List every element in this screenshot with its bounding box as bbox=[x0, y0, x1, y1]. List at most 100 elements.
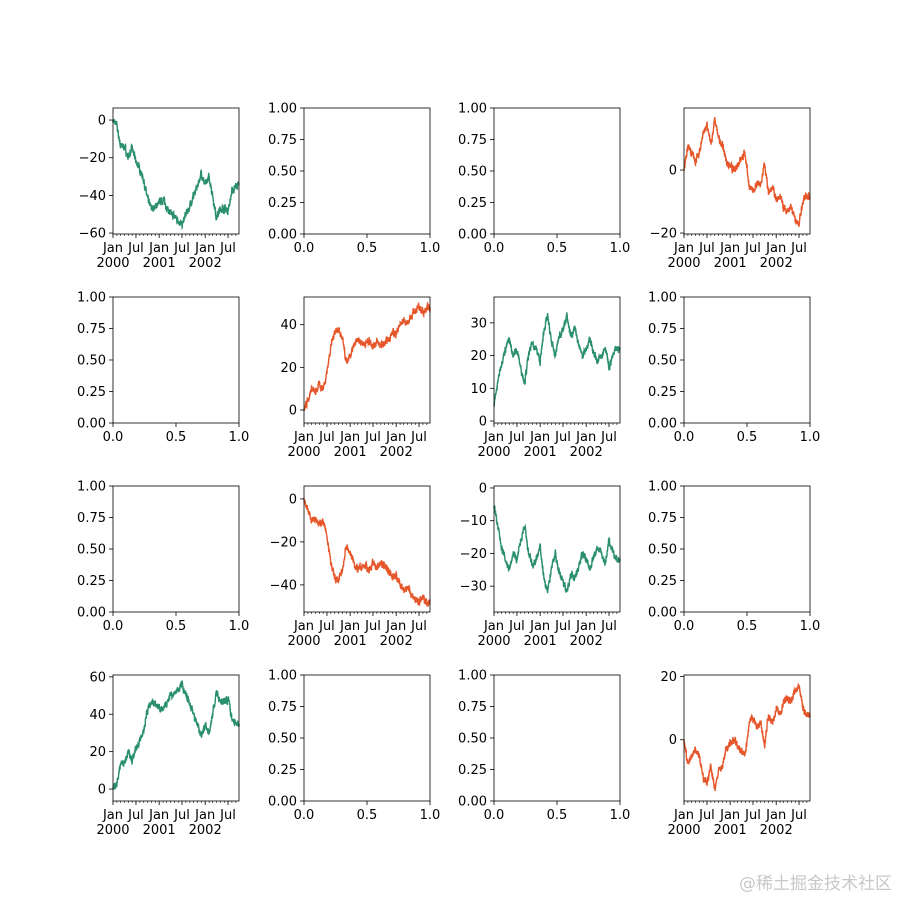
axes-frame bbox=[112, 485, 240, 613]
x-tick-label: Jul bbox=[219, 241, 236, 256]
y-tick-label: 0.25 bbox=[268, 196, 297, 211]
y-tick-label: 0.50 bbox=[648, 354, 677, 369]
y-tick-label: 1.00 bbox=[268, 669, 297, 684]
axes-frame bbox=[303, 296, 431, 424]
y-tick-label: 60 bbox=[89, 670, 106, 685]
y-tick-label: 0.50 bbox=[77, 354, 106, 369]
series-line bbox=[683, 683, 811, 792]
y-tick-label: 1.00 bbox=[648, 480, 677, 495]
y-tick-label: 0.25 bbox=[458, 763, 487, 778]
x-tick-label: 0.0 bbox=[103, 430, 124, 445]
x-tick-label: 1.0 bbox=[420, 808, 441, 823]
y-tick-label: −60 bbox=[79, 227, 106, 242]
x-tick-label: Jan bbox=[148, 241, 169, 256]
y-tick-label: 0 bbox=[669, 164, 677, 179]
y-tick-label: 0.00 bbox=[648, 606, 677, 621]
x-tick-label: 0.5 bbox=[357, 808, 378, 823]
y-tick-label: 20 bbox=[660, 670, 677, 685]
y-tick-label: −40 bbox=[270, 578, 297, 593]
x-tick-label: Jan bbox=[719, 808, 740, 823]
y-tick-label: −20 bbox=[650, 227, 677, 242]
x-tick-label: 0.0 bbox=[484, 241, 505, 256]
x-tick-label: 0.0 bbox=[484, 808, 505, 823]
x-tick-label-year: 2002 bbox=[570, 445, 603, 460]
y-tick-label: 0.50 bbox=[648, 543, 677, 558]
x-tick-label: Jan bbox=[673, 808, 694, 823]
x-tick-label-year: 2001 bbox=[714, 823, 747, 838]
y-tick-label: 0.50 bbox=[77, 543, 106, 558]
y-tick-label: 0.25 bbox=[268, 763, 297, 778]
y-tick-label: 0 bbox=[479, 481, 487, 496]
series-line bbox=[493, 312, 621, 407]
x-tick-label: Jan bbox=[765, 241, 786, 256]
y-tick-label: 0.25 bbox=[458, 196, 487, 211]
y-tick-label: 0.00 bbox=[268, 228, 297, 243]
x-tick-label: Jul bbox=[698, 808, 715, 823]
y-tick-label: 0.75 bbox=[648, 511, 677, 526]
x-tick-label: Jan bbox=[385, 430, 406, 445]
x-tick-label: Jan bbox=[529, 619, 550, 634]
x-tick-label-year: 2001 bbox=[524, 445, 557, 460]
x-tick-label: Jul bbox=[790, 241, 807, 256]
series-line bbox=[112, 118, 240, 231]
x-tick-label: 1.0 bbox=[229, 619, 250, 634]
x-tick-label: 1.0 bbox=[800, 619, 821, 634]
y-tick-label: 0.00 bbox=[458, 228, 487, 243]
x-tick-label: Jul bbox=[127, 808, 144, 823]
watermark: @稀土掘金技术社区 bbox=[739, 874, 892, 894]
axes-frame bbox=[683, 296, 811, 424]
subplot-9: 0.00 0.25 0.50 0.75 1.00 0.0 0.5 1.0 bbox=[77, 480, 249, 635]
y-tick-label: −20 bbox=[460, 547, 487, 562]
x-tick-label: Jul bbox=[554, 430, 571, 445]
subplot-12: 0.00 0.25 0.50 0.75 1.00 0.0 0.5 1.0 bbox=[648, 480, 820, 635]
x-tick-label-year: 2000 bbox=[96, 256, 129, 271]
x-tick-label: 0.5 bbox=[166, 430, 187, 445]
y-tick-label: 40 bbox=[280, 318, 297, 333]
y-tick-label: 20 bbox=[470, 349, 487, 364]
x-tick-label: 0.0 bbox=[674, 619, 695, 634]
y-tick-label: 0.25 bbox=[648, 574, 677, 589]
x-tick-label: Jan bbox=[102, 808, 123, 823]
x-tick-label: 0.0 bbox=[103, 619, 124, 634]
y-tick-label: 0.75 bbox=[77, 322, 106, 337]
y-tick-label: 0.75 bbox=[77, 511, 106, 526]
x-tick-label: 1.0 bbox=[800, 430, 821, 445]
x-tick-label: 0.5 bbox=[166, 619, 187, 634]
x-tick-label: 1.0 bbox=[229, 430, 250, 445]
x-tick-label-year: 2000 bbox=[96, 823, 129, 838]
x-tick-label: Jul bbox=[318, 619, 335, 634]
x-tick-label: 1.0 bbox=[420, 241, 441, 256]
x-tick-label: Jan bbox=[529, 430, 550, 445]
x-tick-label: Jan bbox=[575, 430, 596, 445]
x-tick-label: 0.0 bbox=[294, 241, 315, 256]
x-tick-label: Jan bbox=[293, 430, 314, 445]
x-tick-label: Jul bbox=[698, 241, 715, 256]
x-tick-label-year: 2000 bbox=[667, 256, 700, 271]
y-tick-label: 0.50 bbox=[268, 732, 297, 747]
x-tick-label: 1.0 bbox=[610, 808, 631, 823]
subplot-15: 0.00 0.25 0.50 0.75 1.00 0.0 0.5 1.0 bbox=[458, 669, 630, 824]
x-tick-label: Jul bbox=[744, 241, 761, 256]
x-tick-label: 0.5 bbox=[547, 808, 568, 823]
x-tick-label: Jan bbox=[385, 619, 406, 634]
y-tick-label: 0.00 bbox=[458, 795, 487, 810]
x-tick-label: Jul bbox=[364, 619, 381, 634]
y-tick-label: 1.00 bbox=[77, 291, 106, 306]
x-tick-label: Jul bbox=[554, 619, 571, 634]
subplot-3: 0.00 0.25 0.50 0.75 1.00 0.0 0.5 1.0 bbox=[458, 102, 630, 257]
series-line bbox=[303, 301, 431, 412]
x-tick-label: Jul bbox=[744, 808, 761, 823]
x-tick-label: 1.0 bbox=[610, 241, 631, 256]
y-tick-label: −30 bbox=[460, 580, 487, 595]
x-tick-label: Jul bbox=[600, 430, 617, 445]
x-tick-label: Jan bbox=[293, 619, 314, 634]
x-tick-label: 0.5 bbox=[357, 241, 378, 256]
x-tick-label: Jul bbox=[790, 808, 807, 823]
x-tick-label: Jul bbox=[219, 808, 236, 823]
